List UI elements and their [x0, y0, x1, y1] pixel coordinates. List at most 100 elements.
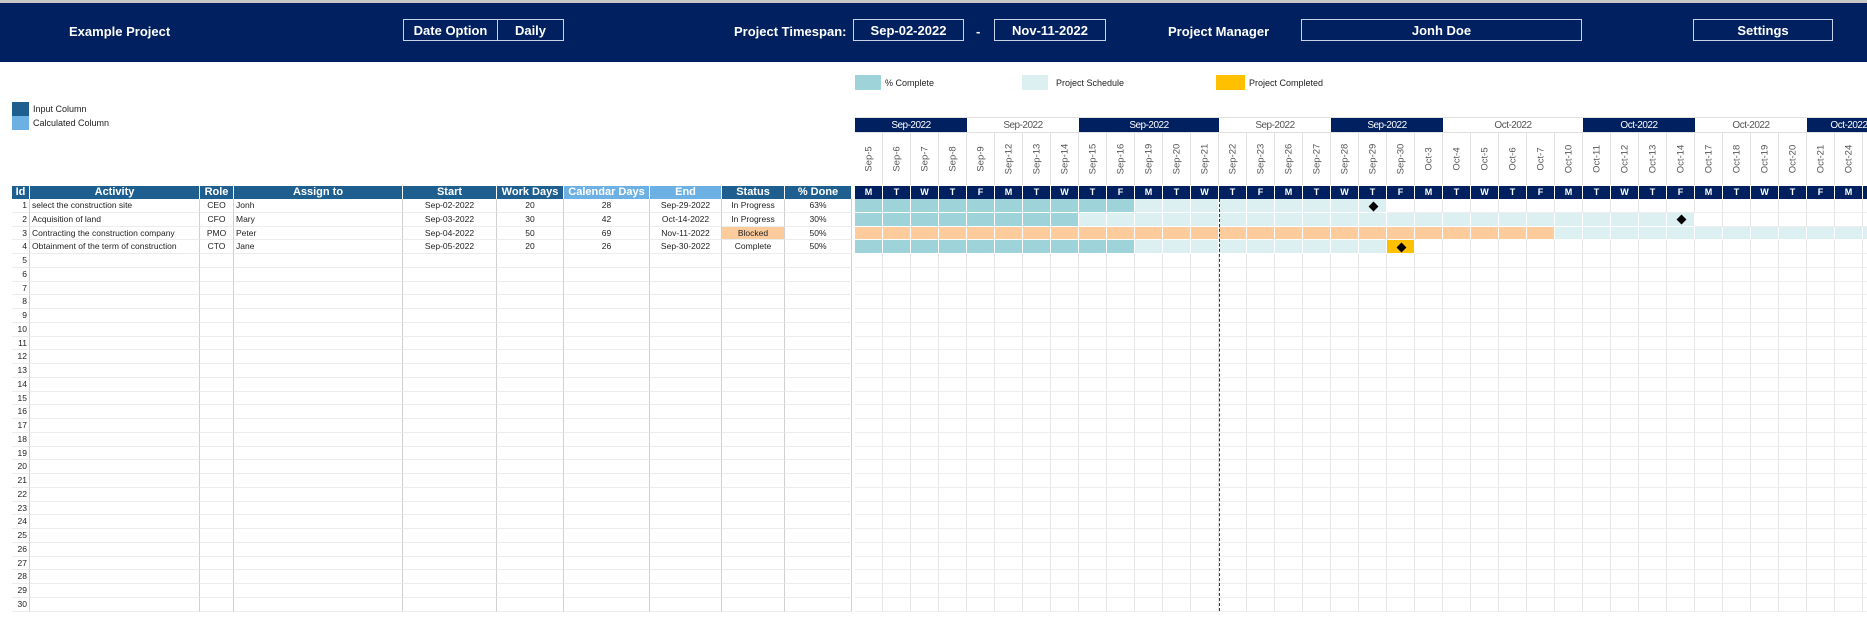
empty-cell[interactable] — [30, 322, 200, 337]
empty-cell[interactable] — [403, 281, 497, 296]
empty-cell[interactable] — [30, 281, 200, 296]
empty-cell[interactable] — [234, 309, 403, 323]
empty-cell[interactable] — [234, 254, 403, 268]
empty-cell[interactable] — [564, 432, 650, 447]
empty-cell[interactable] — [650, 377, 722, 392]
empty-cell[interactable] — [722, 460, 785, 474]
empty-cell[interactable] — [564, 597, 650, 612]
empty-cell[interactable] — [200, 556, 234, 571]
empty-cell[interactable] — [30, 336, 200, 351]
empty-cell[interactable] — [497, 309, 564, 323]
empty-cell[interactable] — [200, 542, 234, 557]
empty-cell[interactable] — [403, 350, 497, 364]
empty-cell[interactable] — [785, 487, 852, 502]
empty-cell[interactable] — [234, 584, 403, 598]
empty-cell[interactable] — [403, 295, 497, 309]
cell-cal_days[interactable]: 42 — [564, 212, 650, 227]
empty-cell[interactable] — [650, 364, 722, 378]
empty-cell[interactable] — [30, 419, 200, 433]
cell-end[interactable]: Sep-29-2022 — [650, 199, 722, 213]
cell-cal_days[interactable]: 69 — [564, 226, 650, 241]
empty-cell[interactable] — [785, 391, 852, 406]
empty-cell[interactable] — [30, 391, 200, 406]
empty-cell[interactable] — [564, 322, 650, 337]
empty-cell[interactable] — [234, 460, 403, 474]
empty-cell[interactable] — [200, 364, 234, 378]
empty-cell[interactable] — [564, 391, 650, 406]
empty-cell[interactable] — [200, 584, 234, 598]
empty-cell[interactable] — [497, 295, 564, 309]
empty-cell[interactable] — [785, 460, 852, 474]
empty-cell[interactable] — [200, 350, 234, 364]
column-header-id[interactable]: Id — [12, 186, 30, 199]
cell-done[interactable]: 63% — [785, 199, 852, 213]
empty-cell[interactable] — [564, 419, 650, 433]
empty-cell[interactable] — [30, 364, 200, 378]
empty-cell[interactable] — [497, 405, 564, 419]
empty-cell[interactable] — [564, 446, 650, 461]
empty-cell[interactable] — [234, 474, 403, 488]
empty-cell[interactable] — [497, 446, 564, 461]
empty-cell[interactable] — [497, 501, 564, 516]
empty-cell[interactable] — [564, 350, 650, 364]
empty-cell[interactable] — [403, 432, 497, 447]
empty-cell[interactable] — [30, 254, 200, 268]
empty-cell[interactable] — [403, 419, 497, 433]
empty-cell[interactable] — [234, 419, 403, 433]
empty-cell[interactable] — [234, 597, 403, 612]
empty-cell[interactable] — [497, 570, 564, 584]
empty-cell[interactable] — [234, 515, 403, 529]
empty-cell[interactable] — [30, 432, 200, 447]
empty-cell[interactable] — [200, 405, 234, 419]
empty-cell[interactable] — [497, 350, 564, 364]
cell-done[interactable]: 50% — [785, 240, 852, 254]
empty-cell[interactable] — [403, 529, 497, 543]
empty-cell[interactable] — [234, 542, 403, 557]
empty-cell[interactable] — [403, 570, 497, 584]
empty-cell[interactable] — [497, 474, 564, 488]
empty-cell[interactable] — [650, 350, 722, 364]
cell-role[interactable]: CEO — [200, 199, 234, 213]
empty-cell[interactable] — [722, 474, 785, 488]
cell-work_days[interactable]: 20 — [497, 240, 564, 254]
empty-cell[interactable] — [722, 529, 785, 543]
empty-cell[interactable] — [30, 501, 200, 516]
empty-cell[interactable] — [497, 281, 564, 296]
empty-cell[interactable] — [564, 542, 650, 557]
cell-work_days[interactable]: 20 — [497, 199, 564, 213]
empty-cell[interactable] — [30, 529, 200, 543]
empty-cell[interactable] — [234, 391, 403, 406]
empty-cell[interactable] — [497, 336, 564, 351]
empty-cell[interactable] — [200, 515, 234, 529]
cell-role[interactable]: CFO — [200, 212, 234, 227]
empty-cell[interactable] — [722, 309, 785, 323]
empty-cell[interactable] — [200, 336, 234, 351]
empty-cell[interactable] — [403, 391, 497, 406]
cell-cal_days[interactable]: 28 — [564, 199, 650, 213]
empty-cell[interactable] — [234, 267, 403, 282]
empty-cell[interactable] — [30, 542, 200, 557]
empty-cell[interactable] — [650, 515, 722, 529]
empty-cell[interactable] — [200, 487, 234, 502]
empty-cell[interactable] — [497, 529, 564, 543]
empty-cell[interactable] — [564, 377, 650, 392]
empty-cell[interactable] — [650, 487, 722, 502]
empty-cell[interactable] — [30, 584, 200, 598]
empty-cell[interactable] — [234, 350, 403, 364]
cell-activity[interactable]: Acquisition of land — [30, 212, 200, 227]
empty-cell[interactable] — [497, 322, 564, 337]
cell-done[interactable]: 50% — [785, 226, 852, 241]
empty-cell[interactable] — [403, 309, 497, 323]
empty-cell[interactable] — [722, 419, 785, 433]
empty-cell[interactable] — [564, 556, 650, 571]
cell-status[interactable]: In Progress — [722, 199, 785, 213]
empty-cell[interactable] — [564, 267, 650, 282]
empty-cell[interactable] — [564, 515, 650, 529]
empty-cell[interactable] — [650, 446, 722, 461]
empty-cell[interactable] — [650, 460, 722, 474]
cell-cal_days[interactable]: 26 — [564, 240, 650, 254]
empty-cell[interactable] — [785, 377, 852, 392]
cell-status[interactable]: Blocked — [722, 226, 785, 241]
empty-cell[interactable] — [234, 570, 403, 584]
empty-cell[interactable] — [650, 336, 722, 351]
